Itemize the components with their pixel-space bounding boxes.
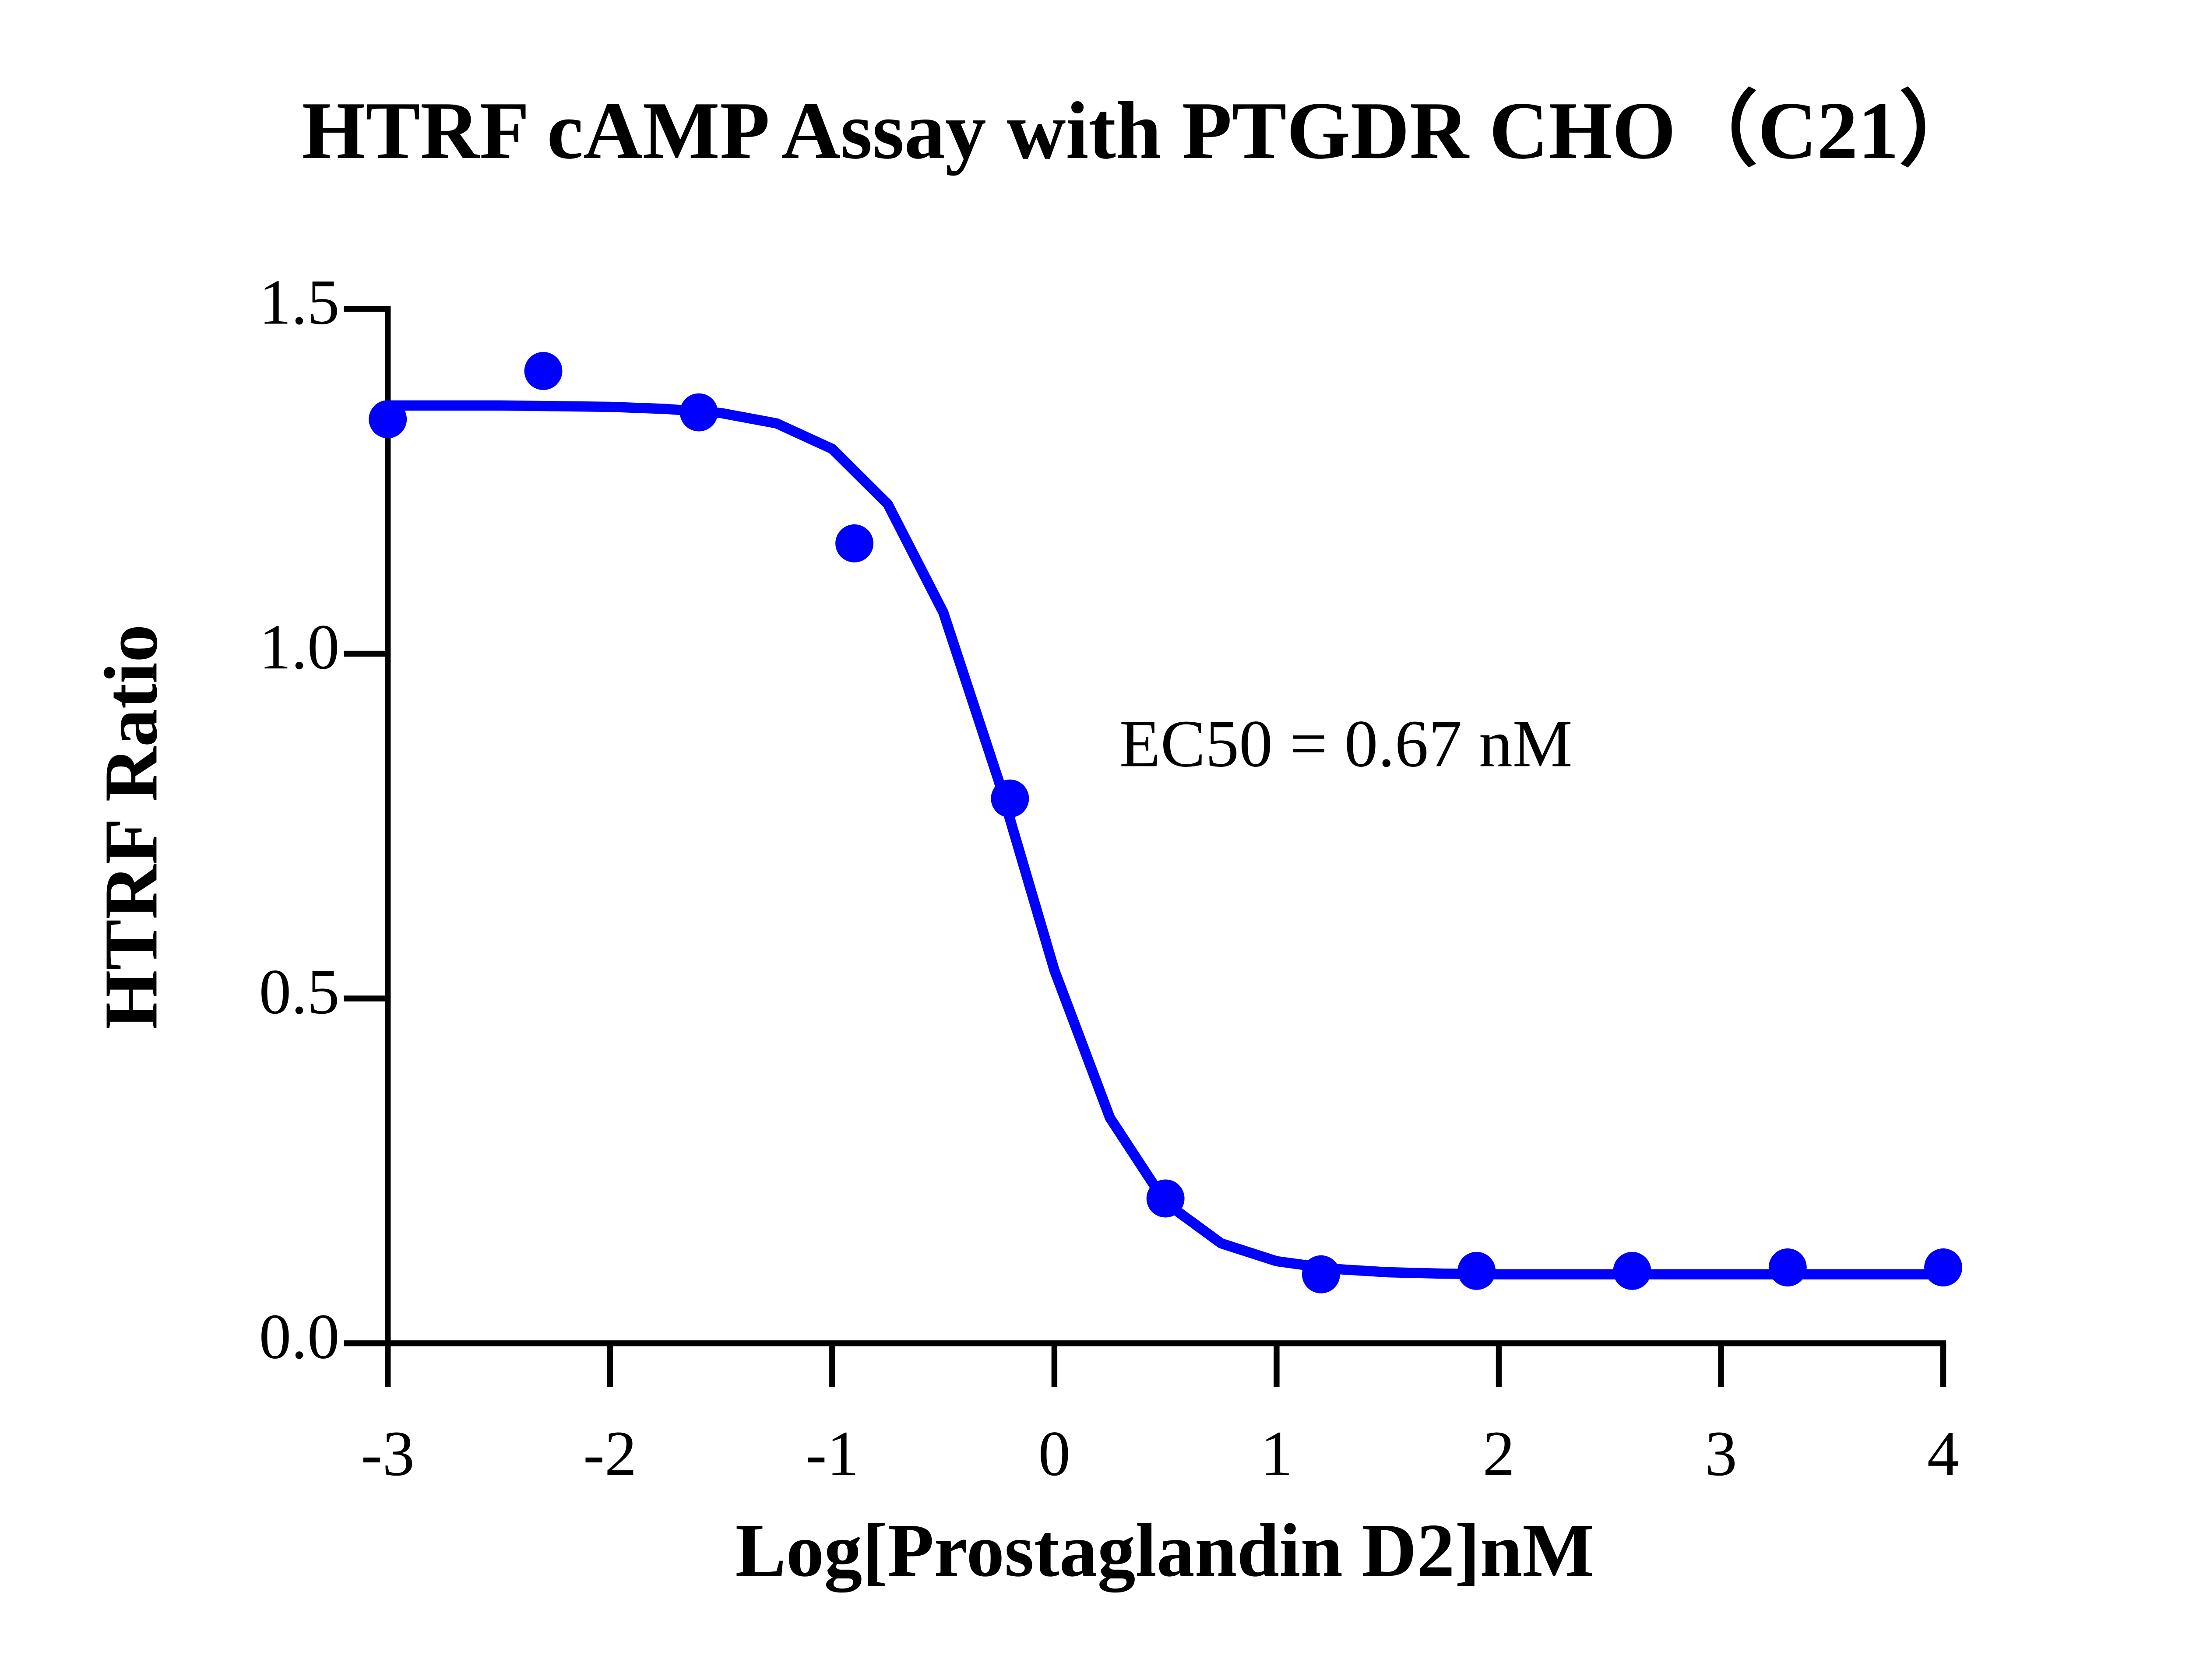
- y-axis-title: HTRF Ratio: [88, 624, 173, 1029]
- data-point: [1146, 1179, 1185, 1218]
- data-point: [1302, 1255, 1340, 1293]
- data-point: [524, 352, 563, 390]
- x-tick-label: -1: [806, 1418, 859, 1489]
- x-axis-title: Log[Prostaglandin D2]nM: [736, 1508, 1594, 1592]
- x-tick-label: 1: [1260, 1418, 1293, 1489]
- y-tick-label: 1.0: [259, 611, 340, 682]
- annotation: EC50 = 0.67 nM: [1119, 706, 1573, 781]
- data-point: [1613, 1251, 1651, 1290]
- x-tick-label: 3: [1705, 1418, 1737, 1489]
- chart-title: HTRF cAMP Assay with PTGDR CHO（C21）: [302, 85, 1981, 176]
- x-tick-label: 2: [1483, 1418, 1515, 1489]
- data-point: [835, 524, 874, 562]
- fit-curve: [387, 400, 1943, 1279]
- x-tick-label: -2: [583, 1418, 637, 1489]
- data-point: [679, 393, 718, 432]
- x-tick-label: 0: [1038, 1418, 1071, 1489]
- data-point: [369, 400, 407, 439]
- y-tick-label: 1.5: [259, 266, 340, 337]
- data-point: [1768, 1248, 1807, 1286]
- data-point: [1457, 1251, 1496, 1290]
- x-tick-label: 4: [1927, 1418, 1960, 1489]
- x-tick-label: -3: [361, 1418, 414, 1489]
- data-point: [991, 779, 1029, 818]
- y-tick-label: 0.5: [259, 956, 340, 1027]
- data-point: [1924, 1248, 1963, 1286]
- y-tick-label: 0.0: [259, 1301, 340, 1372]
